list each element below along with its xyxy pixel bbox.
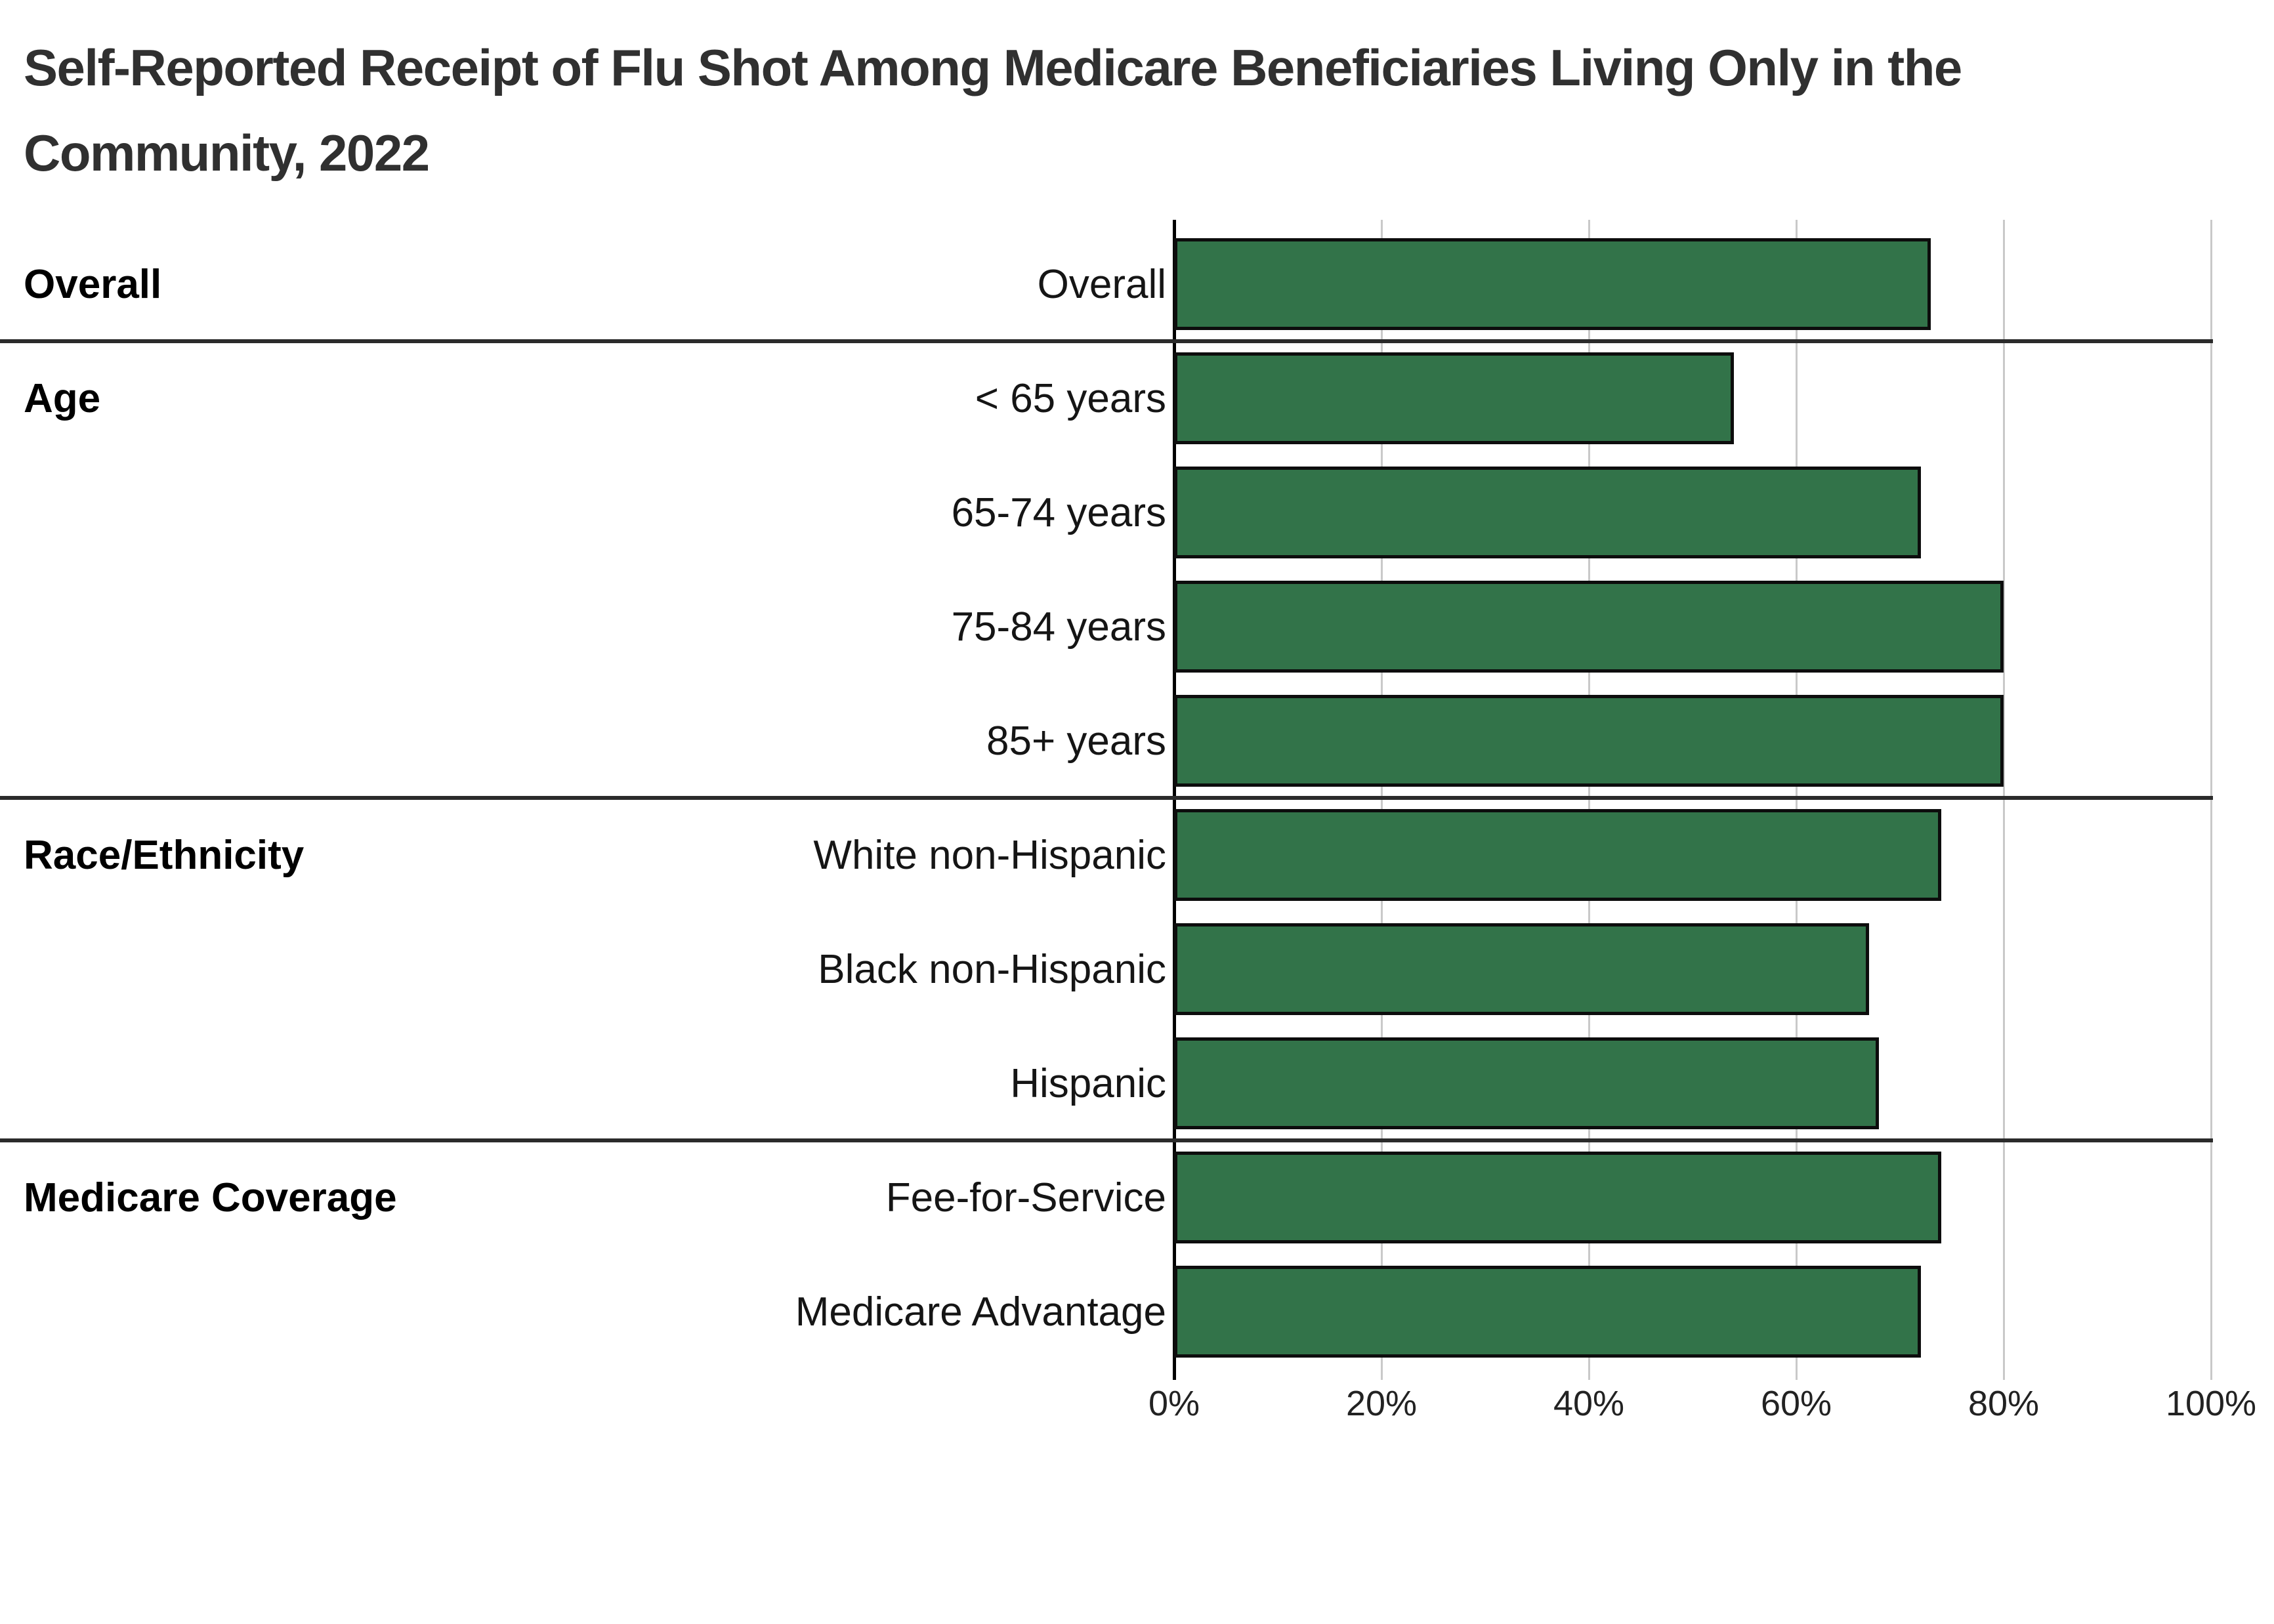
category-label-black-non-hispanic: Black non-Hispanic	[818, 946, 1166, 992]
bar-85-years	[1174, 695, 2004, 787]
x-tick-label-20: 20%	[1345, 1384, 1418, 1423]
y-axis-line	[1172, 220, 1176, 1380]
chart-title: Self-Reported Receipt of Flu Shot Among …	[24, 25, 1962, 196]
section-separator-1	[0, 796, 2213, 800]
bar-fee-for-service	[1174, 1152, 1942, 1243]
bar--65-years	[1174, 352, 1735, 444]
category-label--65-years: < 65 years	[975, 375, 1166, 421]
bar-75-84-years	[1174, 581, 2004, 673]
gridline-40	[1588, 220, 1590, 1380]
bar-65-74-years	[1174, 467, 1921, 558]
chart-title-line2: Community, 2022	[24, 124, 430, 182]
gridline-20	[1380, 220, 1383, 1380]
group-label-medicare-coverage: Medicare Coverage	[24, 1175, 397, 1220]
x-tick-label-60: 60%	[1760, 1384, 1832, 1423]
section-separator-2	[0, 1138, 2213, 1142]
bar-hispanic	[1174, 1037, 1880, 1129]
category-label-75-84-years: 75-84 years	[951, 604, 1166, 650]
group-label-age: Age	[24, 375, 101, 421]
category-label-65-74-years: 65-74 years	[951, 489, 1166, 535]
gridline-100	[2210, 220, 2212, 1380]
category-label-medicare-advantage: Medicare Advantage	[795, 1289, 1166, 1335]
chart-title-line1: Self-Reported Receipt of Flu Shot Among …	[24, 39, 1962, 96]
group-label-overall: Overall	[24, 261, 162, 307]
gridline-80	[2002, 220, 2005, 1380]
section-separator-0	[0, 339, 2213, 343]
category-label-fee-for-service: Fee-for-Service	[885, 1175, 1166, 1220]
category-label-hispanic: Hispanic	[1010, 1060, 1166, 1106]
category-label-white-non-hispanic: White non-Hispanic	[813, 832, 1166, 878]
x-tick-label-40: 40%	[1553, 1384, 1625, 1423]
bar-black-non-hispanic	[1174, 923, 1869, 1015]
category-label-overall: Overall	[1037, 261, 1166, 307]
bar-overall	[1174, 238, 1931, 330]
category-label-85-years: 85+ years	[986, 718, 1166, 764]
x-tick-label-0: 0%	[1148, 1384, 1200, 1423]
bar-medicare-advantage	[1174, 1266, 1921, 1358]
bar-white-non-hispanic	[1174, 809, 1942, 901]
x-tick-label-100: 100%	[2165, 1384, 2257, 1423]
group-label-race-ethnicity: Race/Ethnicity	[24, 832, 305, 878]
gridline-60	[1795, 220, 1798, 1380]
x-tick-label-80: 80%	[1968, 1384, 2040, 1423]
